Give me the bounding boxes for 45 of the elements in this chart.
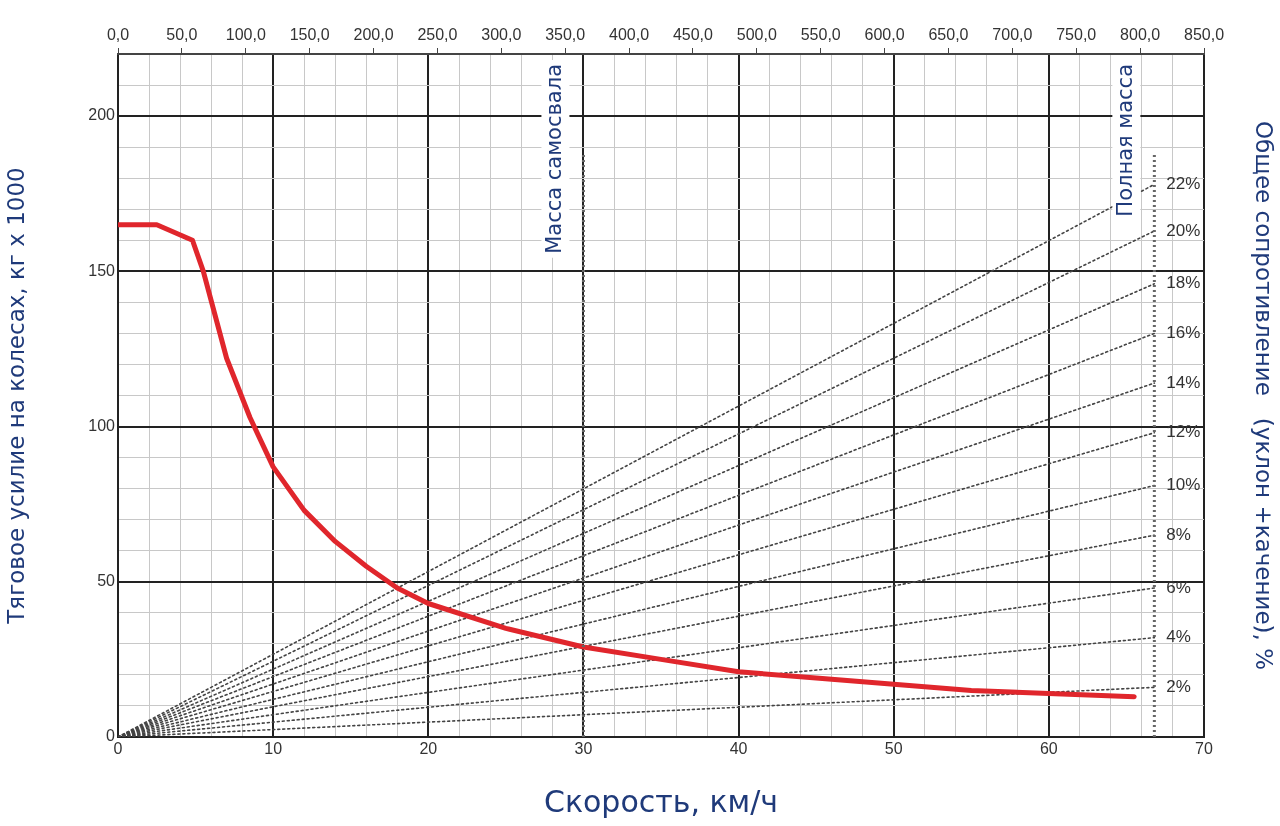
x-tick-label: 20 [419, 740, 438, 758]
x2-tick-label: 300,0 [481, 25, 522, 43]
series-label: 12% [1166, 422, 1201, 442]
series-label: 14% [1166, 372, 1201, 392]
x-tick-label: 40 [729, 740, 748, 758]
series-label: 20% [1166, 220, 1201, 240]
x-tick-label: 10 [264, 740, 283, 758]
x2-tick-label: 700,0 [992, 25, 1033, 43]
x-axis-title: Скорость, км/ч [543, 783, 779, 819]
x-tick-label: 30 [574, 740, 593, 758]
y-tick-label: 200 [88, 106, 116, 124]
x2-tick-label: 750,0 [1056, 25, 1097, 43]
x2-tick-label: 550,0 [800, 25, 841, 43]
y2-axis-title: Общее сопротивление (уклон +качение), % [1251, 121, 1278, 670]
x2-tick-label: 350,0 [545, 25, 586, 43]
x-tick-label: 60 [1039, 740, 1058, 758]
x2-tick-label: 650,0 [928, 25, 969, 43]
series-label: 22% [1166, 174, 1201, 194]
x2-tick-label: 450,0 [672, 25, 714, 43]
ref-line-label: Масса самосвала [541, 64, 566, 254]
x2-tick-label: 200,0 [353, 25, 394, 43]
x2-tick-label: 150,0 [289, 25, 330, 43]
series-label: 8% [1166, 524, 1191, 544]
series-label: 6% [1166, 577, 1191, 597]
x2-tick-label: 850,0 [1183, 25, 1225, 43]
series-label: 18% [1166, 273, 1201, 293]
x2-tick-label: 800,0 [1120, 25, 1161, 43]
series-label: 4% [1166, 627, 1191, 647]
x2-tick-label: 250,0 [417, 25, 458, 43]
x-tick-label: 50 [884, 740, 903, 758]
ref-line-label: Полная масса [1112, 64, 1137, 217]
x2-tick-label: 400,0 [609, 25, 650, 43]
x2-tick-label: 0,0 [106, 25, 130, 43]
series-label: 10% [1166, 475, 1201, 495]
x2-tick-label: 600,0 [864, 25, 905, 43]
x2-tick-label: 500,0 [736, 25, 777, 43]
series-label: 2% [1166, 677, 1191, 697]
series-label: 16% [1166, 323, 1201, 343]
y-tick-label: 100 [88, 416, 116, 434]
y-tick-label: 50 [97, 572, 116, 590]
y-axis-title: Тяговое усилие на колесах, кг x 1000 [2, 167, 29, 625]
x2-tick-label: 100,0 [225, 25, 266, 43]
x-tick-label: 70 [1195, 740, 1213, 758]
y-tick-label: 150 [88, 261, 116, 279]
x2-tick-label: 50,0 [166, 25, 198, 43]
